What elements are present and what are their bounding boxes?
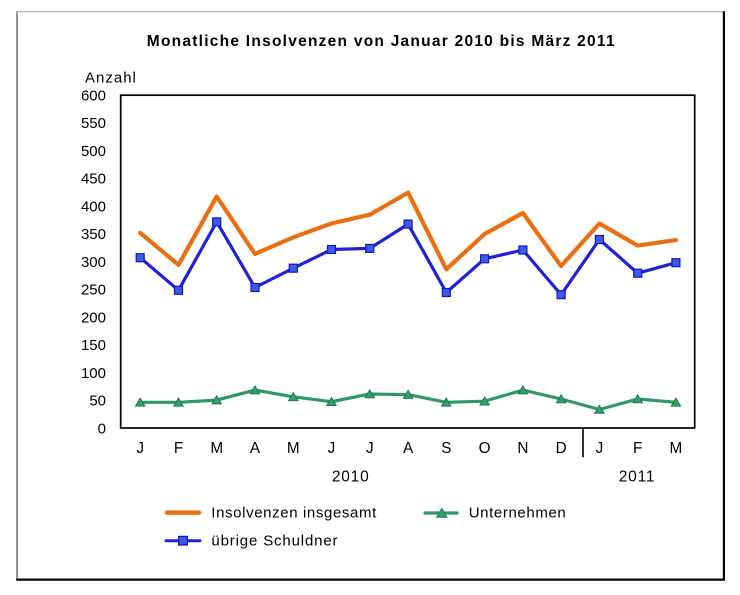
svg-text:J: J [136, 440, 144, 457]
svg-text:350: 350 [81, 226, 106, 243]
svg-text:600: 600 [81, 88, 106, 105]
svg-text:J: J [596, 440, 604, 457]
svg-text:200: 200 [81, 309, 106, 326]
svg-text:2010: 2010 [332, 469, 370, 486]
svg-text:A: A [250, 440, 261, 457]
svg-text:500: 500 [81, 143, 106, 160]
svg-text:übrige Schuldner: übrige Schuldner [211, 533, 338, 550]
svg-text:Anzahl: Anzahl [85, 70, 137, 87]
svg-text:D: D [556, 440, 567, 457]
svg-text:M: M [210, 440, 223, 457]
svg-text:M: M [287, 440, 300, 457]
svg-text:0: 0 [98, 420, 106, 437]
svg-text:F: F [633, 440, 642, 457]
svg-text:150: 150 [81, 337, 106, 354]
svg-text:400: 400 [81, 198, 106, 215]
svg-text:N: N [517, 440, 528, 457]
svg-text:O: O [479, 440, 491, 457]
svg-text:300: 300 [81, 254, 106, 271]
svg-text:S: S [441, 440, 451, 457]
svg-text:Insolvenzen insgesamt: Insolvenzen insgesamt [211, 505, 377, 522]
svg-text:100: 100 [81, 365, 106, 382]
svg-text:Monatliche Insolvenzen von Jan: Monatliche Insolvenzen von Januar 2010 b… [147, 33, 616, 50]
svg-text:50: 50 [89, 393, 106, 410]
svg-text:550: 550 [81, 115, 106, 132]
svg-text:250: 250 [81, 282, 106, 299]
svg-text:A: A [403, 440, 414, 457]
svg-text:Unternehmen: Unternehmen [469, 505, 567, 522]
svg-text:M: M [670, 440, 683, 457]
svg-text:F: F [174, 440, 183, 457]
svg-text:J: J [328, 440, 336, 457]
svg-text:2011: 2011 [619, 469, 656, 486]
svg-text:450: 450 [81, 171, 106, 188]
svg-text:J: J [366, 440, 374, 457]
